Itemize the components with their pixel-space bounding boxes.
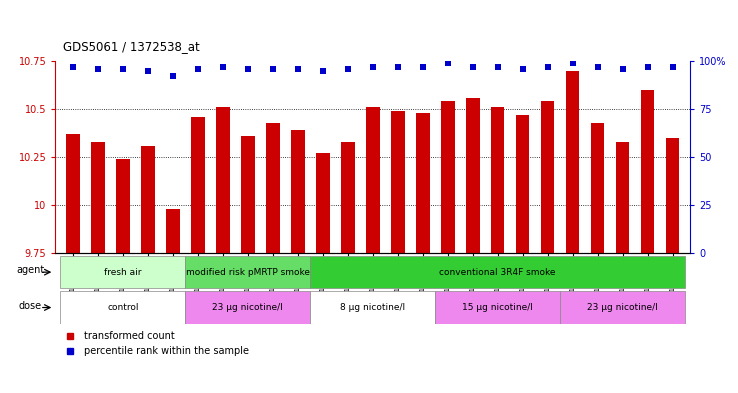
Bar <box>466 97 480 253</box>
Bar <box>166 209 179 253</box>
Bar <box>91 142 105 253</box>
Point <box>167 73 179 79</box>
Bar <box>435 292 560 323</box>
Bar <box>415 113 430 253</box>
Point <box>267 66 279 72</box>
Bar <box>541 101 554 253</box>
Bar <box>61 292 185 323</box>
Point <box>542 64 554 70</box>
Text: modified risk pMRTP smoke: modified risk pMRTP smoke <box>186 268 310 277</box>
Point <box>517 66 528 72</box>
Bar <box>666 138 680 253</box>
Point <box>492 64 503 70</box>
Point <box>142 67 154 73</box>
Text: GDS5061 / 1372538_at: GDS5061 / 1372538_at <box>63 40 199 53</box>
Point <box>92 66 104 72</box>
Bar <box>241 136 255 253</box>
Text: dose: dose <box>19 301 42 311</box>
Point <box>466 64 478 70</box>
Bar <box>185 256 310 288</box>
Text: conventional 3R4F smoke: conventional 3R4F smoke <box>439 268 556 277</box>
Legend: transformed count, percentile rank within the sample: transformed count, percentile rank withi… <box>61 331 249 356</box>
Point <box>666 64 678 70</box>
Point <box>242 66 254 72</box>
Point <box>342 66 354 72</box>
Point <box>641 64 653 70</box>
Point <box>367 64 379 70</box>
Bar <box>116 159 130 253</box>
Point <box>292 66 303 72</box>
Bar <box>310 256 685 288</box>
Text: 23 μg nicotine/l: 23 μg nicotine/l <box>587 303 658 312</box>
Point <box>617 66 629 72</box>
Point <box>442 60 454 66</box>
Text: fresh air: fresh air <box>104 268 142 277</box>
Bar <box>516 115 529 253</box>
Bar <box>216 107 230 253</box>
Bar <box>615 142 630 253</box>
Point <box>592 64 604 70</box>
Text: 15 μg nicotine/l: 15 μg nicotine/l <box>462 303 533 312</box>
Point <box>317 67 328 73</box>
Bar <box>391 111 404 253</box>
Bar <box>191 117 204 253</box>
Point <box>67 64 79 70</box>
Bar <box>316 153 330 253</box>
Bar <box>141 146 155 253</box>
Bar <box>366 107 379 253</box>
Point <box>392 64 404 70</box>
Point <box>417 64 429 70</box>
Bar <box>291 130 305 253</box>
Bar <box>66 134 80 253</box>
Point <box>567 60 579 66</box>
Bar <box>185 292 310 323</box>
Point <box>117 66 128 72</box>
Text: 23 μg nicotine/l: 23 μg nicotine/l <box>213 303 283 312</box>
Bar <box>641 90 655 253</box>
Point <box>192 66 204 72</box>
Bar <box>590 123 604 253</box>
Point <box>217 64 229 70</box>
Bar <box>266 123 280 253</box>
Bar <box>491 107 505 253</box>
Bar <box>566 71 579 253</box>
Text: control: control <box>107 303 139 312</box>
Text: agent: agent <box>16 266 44 275</box>
Bar <box>341 142 354 253</box>
Bar <box>560 292 685 323</box>
Bar <box>61 256 185 288</box>
Bar <box>441 101 455 253</box>
Bar <box>310 292 435 323</box>
Text: 8 μg nicotine/l: 8 μg nicotine/l <box>340 303 405 312</box>
